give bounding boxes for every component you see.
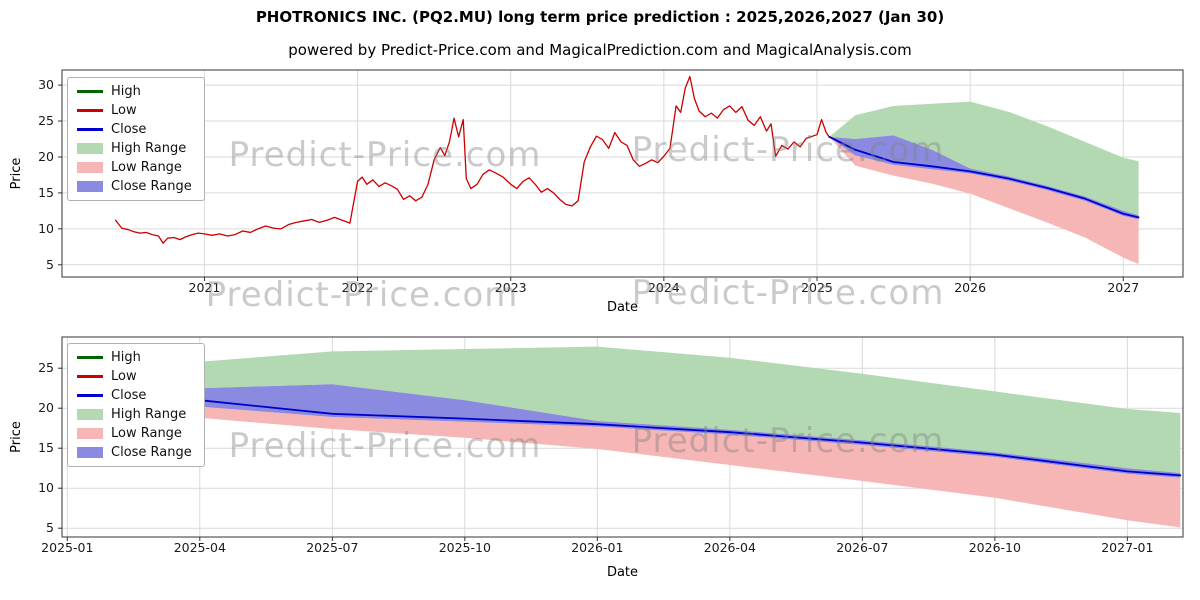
x-tick-label: 2026-10 <box>969 540 1021 555</box>
legend-label: Low Range <box>111 426 182 441</box>
x-tick-label: 2023 <box>495 280 527 295</box>
legend-item-low: Low <box>77 104 192 117</box>
close-range-swatch-icon <box>77 447 103 458</box>
plot-border <box>61 336 1184 538</box>
legend-bottom-chart: High Low Close High Range Low Range Close Ran… <box>67 343 205 467</box>
legend-label: High <box>111 350 141 365</box>
low-range-swatch-icon <box>77 162 103 173</box>
x-axis-label: Date <box>607 300 638 315</box>
high-range-band <box>109 346 1181 473</box>
chart-bottom: 2025-01 2025-04 2025-07 2025-10 2026-01 2026-… <box>9 336 1184 580</box>
y-tick-label: 10 <box>38 480 54 495</box>
y-tick-label: 5 <box>46 520 54 535</box>
legend-label: High <box>111 84 141 99</box>
legend-label: Low <box>111 369 137 384</box>
close-range-band <box>829 135 1139 220</box>
y-axis-label: Price <box>9 421 24 453</box>
legend-label: High Range <box>111 141 187 156</box>
close-swatch-icon <box>77 394 103 397</box>
x-tick-label: 2027-01 <box>1101 540 1153 555</box>
legend-item-low-range: Low Range <box>77 161 192 174</box>
x-tick-label: 2027 <box>1107 280 1139 295</box>
y-tick-label: 25 <box>38 113 54 128</box>
figure-title: PHOTRONICS INC. (PQ2.MU) long term price… <box>255 8 945 26</box>
legend-item-high-range: High Range <box>77 408 192 421</box>
high-range-band <box>829 101 1139 216</box>
legend-item-close: Close <box>77 123 192 136</box>
legend-item-high: High <box>77 351 192 364</box>
y-axis-label: Price <box>9 158 24 190</box>
legend-item-high-range: High Range <box>77 142 192 155</box>
x-tick-label: 2025-07 <box>306 540 358 555</box>
x-tick-label: 2024 <box>648 280 680 295</box>
legend-label: Close <box>111 122 147 137</box>
close-swatch-icon <box>77 128 103 131</box>
plot-border <box>61 69 1184 278</box>
low-range-swatch-icon <box>77 428 103 439</box>
y-tick-label: 20 <box>38 400 54 415</box>
x-tick-label: 2025-10 <box>439 540 491 555</box>
y-tick-label: 10 <box>38 221 54 236</box>
high-range-swatch-icon <box>77 143 103 154</box>
x-tick-label: 2021 <box>189 280 221 295</box>
legend-label: Low <box>111 103 137 118</box>
legend-item-close-range: Close Range <box>77 180 192 193</box>
legend-item-close-range: Close Range <box>77 446 192 459</box>
high-swatch-icon <box>77 90 103 93</box>
x-tick-label: 2022 <box>342 280 374 295</box>
high-range-swatch-icon <box>77 409 103 420</box>
legend-item-low: Low <box>77 370 192 383</box>
low-swatch-icon <box>77 109 103 112</box>
x-axis-label: Date <box>607 565 638 580</box>
x-tick-label: 2026-04 <box>704 540 756 555</box>
y-tick-label: 15 <box>38 185 54 200</box>
y-tick-label: 15 <box>38 440 54 455</box>
legend-label: High Range <box>111 407 187 422</box>
legend-label: Low Range <box>111 160 182 175</box>
x-tick-label: 2025-01 <box>41 540 93 555</box>
x-tick-label: 2026-07 <box>836 540 888 555</box>
y-tick-label: 30 <box>38 77 54 92</box>
y-tick-label: 25 <box>38 360 54 375</box>
low-range-band <box>829 136 1139 265</box>
x-tick-label: 2026-01 <box>571 540 623 555</box>
legend-label: Close Range <box>111 445 192 460</box>
x-tick-label: 2025-04 <box>174 540 226 555</box>
y-tick-label: 20 <box>38 149 54 164</box>
legend-label: Close <box>111 388 147 403</box>
low-swatch-icon <box>77 375 103 378</box>
low-historical-line <box>114 75 830 244</box>
legend-top-chart: High Low Close High Range Low Range Close Ran… <box>67 77 205 201</box>
close-prediction-line <box>108 384 1182 477</box>
y-tick-label: 5 <box>46 257 54 272</box>
close-range-band <box>109 384 1181 478</box>
low-range-band <box>109 385 1181 528</box>
chart-top: 2021 2022 2023 2024 2025 2026 202751015202530D… <box>9 69 1184 315</box>
legend-item-low-range: Low Range <box>77 427 192 440</box>
legend-item-high: High <box>77 85 192 98</box>
figure-subtitle: powered by Predict-Price.com and Magical… <box>288 41 912 59</box>
legend-item-close: Close <box>77 389 192 402</box>
close-prediction-line <box>828 135 1140 219</box>
legend-label: Close Range <box>111 179 192 194</box>
x-tick-label: 2026 <box>954 280 986 295</box>
high-swatch-icon <box>77 356 103 359</box>
x-tick-label: 2025 <box>801 280 833 295</box>
close-range-swatch-icon <box>77 181 103 192</box>
